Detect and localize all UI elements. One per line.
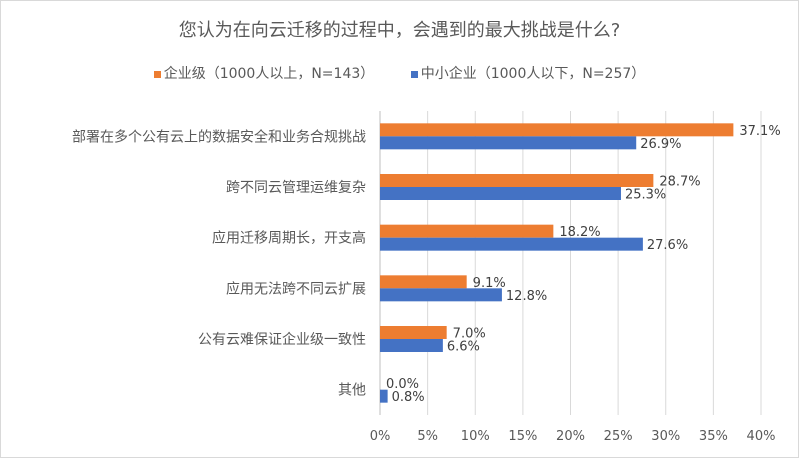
category-label: 部署在多个公有云上的数据安全和业务合规挑战 <box>72 128 366 145</box>
category-label: 其他 <box>338 383 366 399</box>
data-label-sme: 0.8% <box>392 390 425 405</box>
bar-sme <box>380 390 388 403</box>
x-tick-label: 15% <box>508 429 537 444</box>
bar-sme <box>380 136 636 149</box>
bar-enterprise <box>380 326 447 339</box>
bar-sme <box>380 288 502 301</box>
x-tick-label: 35% <box>699 429 728 444</box>
x-tick-label: 25% <box>604 429 633 444</box>
bar-sme <box>380 339 443 352</box>
category-label: 应用迁移周期长，开支高 <box>212 230 366 247</box>
bar-enterprise <box>380 123 733 136</box>
bar-chart-plot: 0% 5% 10% 15% 20% 25% 30% 35% 40% 部署在多个公有云上的数据安全和… <box>0 0 799 458</box>
x-tick-label: 20% <box>556 429 585 444</box>
category-label: 跨不同云管理运维复杂 <box>226 179 366 196</box>
data-label-sme: 26.9% <box>640 137 681 152</box>
bar-sme <box>380 238 643 251</box>
data-label-sme: 6.6% <box>447 340 480 355</box>
x-tick-label: 5% <box>417 429 438 444</box>
x-tick-label: 30% <box>651 429 680 444</box>
x-tick-label: 0% <box>370 429 391 444</box>
bar-enterprise <box>380 275 467 288</box>
data-label-enterprise: 37.1% <box>739 124 780 139</box>
x-tick-label: 10% <box>461 429 490 444</box>
data-label-sme: 25.3% <box>625 188 666 203</box>
data-label-sme: 27.6% <box>647 238 688 253</box>
data-label-sme: 12.8% <box>506 289 547 304</box>
bar-enterprise <box>380 225 553 238</box>
bar-sme <box>380 187 621 200</box>
category-label: 公有云难保证企业级一致性 <box>198 331 366 348</box>
bar-enterprise <box>380 174 653 187</box>
category-label: 应用无法跨不同云扩展 <box>226 280 366 297</box>
x-tick-label: 40% <box>747 429 776 444</box>
